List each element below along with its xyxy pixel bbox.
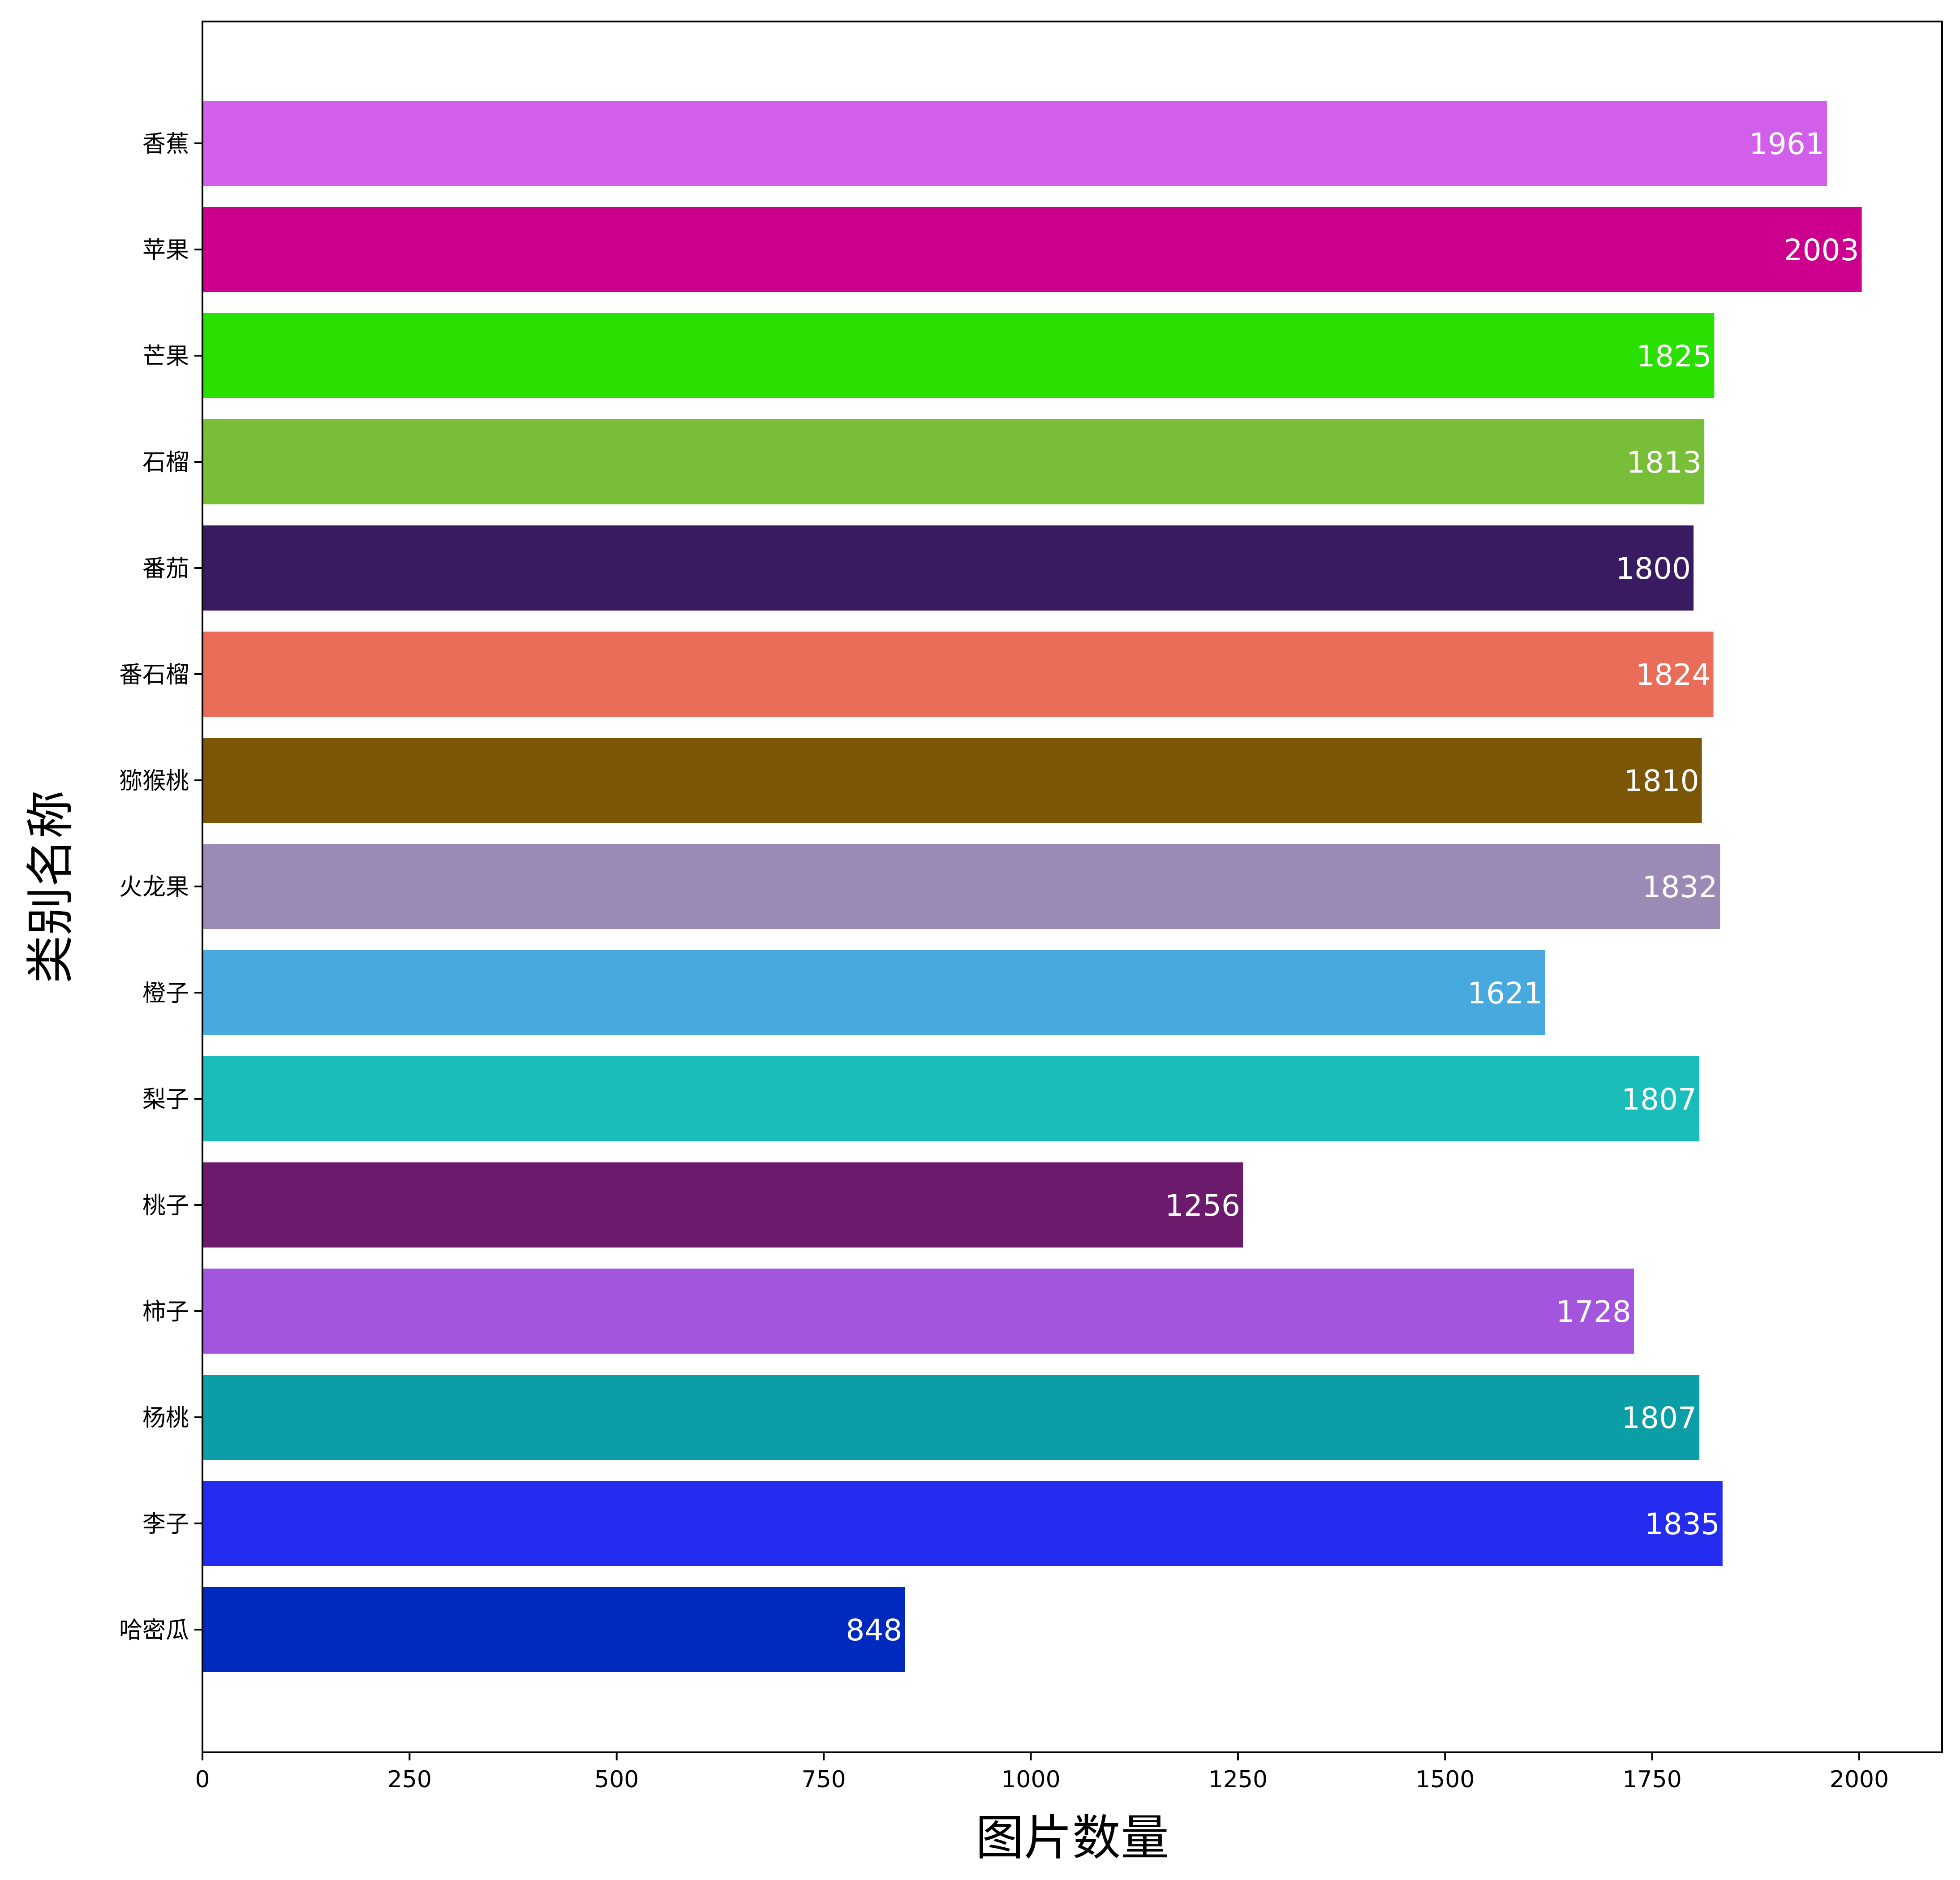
bar xyxy=(202,738,1702,823)
bar xyxy=(202,525,1694,611)
bar xyxy=(202,313,1715,398)
y-tick-label: 芒果 xyxy=(142,343,189,370)
y-tick-label: 番茄 xyxy=(142,555,189,582)
bar-value-label: 1832 xyxy=(1642,870,1717,904)
bar xyxy=(202,1481,1723,1566)
bar-value-label: 1807 xyxy=(1621,1401,1697,1435)
bar-value-label: 1813 xyxy=(1626,445,1702,480)
bar xyxy=(202,950,1546,1035)
bar xyxy=(202,632,1714,717)
x-tick-label: 1000 xyxy=(1001,1766,1060,1793)
y-tick-label: 香蕉 xyxy=(142,131,189,158)
bar-value-label: 1810 xyxy=(1624,764,1699,798)
bar-value-label: 1824 xyxy=(1636,658,1711,692)
bar xyxy=(202,1056,1700,1141)
bar-value-label: 848 xyxy=(846,1613,902,1648)
bar-value-label: 1256 xyxy=(1165,1188,1240,1223)
y-tick-label: 桃子 xyxy=(142,1192,189,1219)
bar xyxy=(202,844,1720,929)
y-tick-label: 杨桃 xyxy=(142,1405,189,1432)
x-tick-label: 250 xyxy=(387,1766,432,1793)
x-axis-title: 图片数量 xyxy=(976,1810,1169,1866)
y-tick-label: 橙子 xyxy=(142,980,189,1007)
bar xyxy=(202,1587,905,1672)
x-tick-label: 500 xyxy=(594,1766,639,1793)
bar xyxy=(202,1375,1700,1460)
bar xyxy=(202,1269,1634,1354)
bar-value-label: 1961 xyxy=(1749,127,1824,161)
y-tick-label: 火龙果 xyxy=(119,874,189,901)
y-tick-label: 柿子 xyxy=(142,1299,189,1325)
y-tick-label: 番石榴 xyxy=(119,662,189,688)
y-tick-label: 梨子 xyxy=(142,1086,189,1113)
x-tick-label: 1250 xyxy=(1208,1766,1268,1793)
x-tick-label: 750 xyxy=(802,1766,846,1793)
bar xyxy=(202,101,1827,186)
bar xyxy=(202,419,1705,504)
x-tick-label: 0 xyxy=(195,1766,210,1793)
plot-frame xyxy=(202,21,1943,1753)
bar xyxy=(202,207,1862,292)
bar-value-label: 1835 xyxy=(1645,1507,1720,1541)
bar-value-label: 1800 xyxy=(1616,551,1691,586)
x-tick-label: 1500 xyxy=(1415,1766,1474,1793)
bars-group xyxy=(202,101,1862,1672)
bar-value-label: 1728 xyxy=(1556,1295,1631,1329)
y-axis-title: 类别名称 xyxy=(23,790,79,984)
bar-value-label: 1825 xyxy=(1636,339,1711,374)
y-tick-label: 李子 xyxy=(142,1511,189,1538)
y-tick-label: 苹果 xyxy=(142,237,189,264)
bar-value-label: 1621 xyxy=(1467,976,1543,1011)
x-tick-label: 1750 xyxy=(1622,1766,1681,1793)
y-tick-label: 石榴 xyxy=(142,449,189,476)
x-tick-label: 2000 xyxy=(1830,1766,1889,1793)
y-tick-label: 哈密瓜 xyxy=(119,1617,189,1644)
bar-value-label: 1807 xyxy=(1621,1082,1697,1117)
bar xyxy=(202,1162,1243,1248)
x-axis-ticks: 0 250 500 750 1000 1250 1500 1750 2000 xyxy=(195,1752,1889,1793)
bar-labels-group: 1961 2003 1825 1813 1800 1824 1810 1832 1621 1807… xyxy=(846,127,1859,1648)
y-tick-label: 猕猴桃 xyxy=(119,768,189,795)
bar-value-label: 2003 xyxy=(1784,233,1859,267)
